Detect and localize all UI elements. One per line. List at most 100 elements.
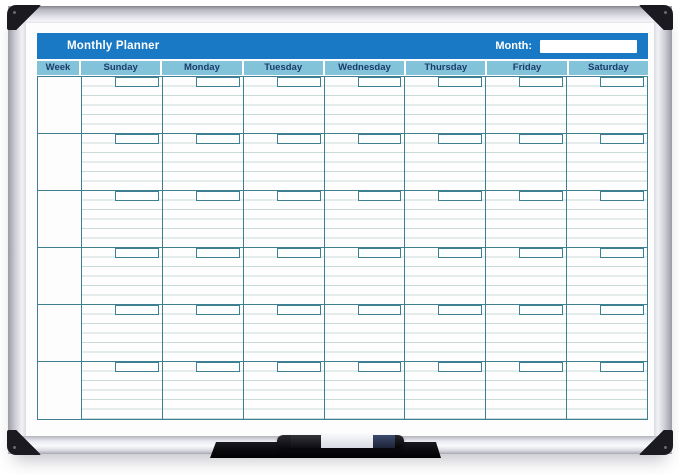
day-cell-monday [162,77,244,133]
screw-dot [13,446,16,449]
day-cell-saturday [567,191,648,247]
day-cell-friday [486,191,568,247]
date-box [114,77,159,87]
screw-dot [664,446,667,449]
date-box [195,362,240,372]
month-input-box [540,39,637,53]
month-label: Month: [495,40,532,52]
date-box [114,362,159,372]
day-cell-sunday [82,362,163,419]
day-cell-thursday [405,77,487,133]
day-header-cell-wednesday: Wednesday [324,61,407,75]
day-cell-thursday [405,248,487,304]
corner-cap-top-left [7,5,41,30]
day-cell-friday [486,305,568,361]
date-box [357,77,402,87]
day-cell-saturday [567,362,648,419]
frame-top-rail [8,6,672,23]
date-box [276,191,321,201]
day-cell-sunday [82,134,163,190]
date-box [114,191,159,201]
day-cell-thursday [405,305,487,361]
day-cell-wednesday [324,248,406,304]
marker-cap [373,435,395,448]
day-cell-tuesday [243,305,325,361]
day-cell-sunday [82,248,163,304]
day-cell-wednesday [324,305,406,361]
date-box [438,248,483,258]
date-box [114,134,159,144]
day-header-cell-tuesday: Tuesday [243,61,325,75]
marker-body [291,435,321,448]
day-cell-thursday [405,191,487,247]
day-cell-monday [162,134,244,190]
corner-cap-top-right [639,5,673,30]
date-box [519,134,564,144]
day-cell-wednesday [324,134,406,190]
date-box [276,305,321,315]
date-box [357,134,402,144]
day-cell-tuesday [243,248,325,304]
day-cell-thursday [405,134,487,190]
date-box [438,134,483,144]
date-box [438,77,483,87]
planner-title: Monthly Planner [67,40,160,52]
day-cell-tuesday [243,191,325,247]
week-number-cell [38,191,82,247]
day-cell-sunday [82,191,163,247]
frame-right-rail [654,6,672,454]
week-row [38,248,648,305]
day-cell-monday [162,248,244,304]
date-box [357,305,402,315]
date-box [600,248,645,258]
day-cell-saturday [567,134,648,190]
week-number-cell [38,362,82,419]
day-cell-friday [486,362,568,419]
frame-left-rail [8,6,26,454]
week-row [38,77,648,134]
day-cell-monday [162,191,244,247]
day-cell-saturday [567,77,648,133]
week-number-cell [38,134,82,190]
week-number-cell [38,305,82,361]
day-header-cell-saturday: Saturday [568,61,648,75]
date-box [438,362,483,372]
day-cell-friday [486,134,568,190]
day-cell-sunday [82,305,163,361]
calendar-print: Monthly Planner Month: Week Sunday Monday T… [37,33,648,420]
marker-end [395,435,404,448]
date-box [519,77,564,87]
whiteboard: Monthly Planner Month: Week Sunday Monday T… [7,5,673,455]
date-box [195,248,240,258]
week-number-cell [38,77,82,133]
screw-dot [13,11,16,14]
week-row [38,305,648,362]
day-cell-monday [162,362,244,419]
date-box [357,191,402,201]
day-cell-friday [486,77,568,133]
screw-dot [664,11,667,14]
day-cell-saturday [567,248,648,304]
corner-cap-bottom-left [7,430,41,455]
date-box [600,305,645,315]
date-box [600,191,645,201]
week-number-cell [38,248,82,304]
date-box [276,362,321,372]
day-cell-wednesday [324,362,406,419]
calendar-grid [37,76,648,420]
date-box [600,362,645,372]
date-box [195,134,240,144]
date-box [519,362,564,372]
date-box [600,134,645,144]
date-box [195,77,240,87]
day-header-cell-friday: Friday [487,61,569,75]
day-cell-wednesday [324,77,406,133]
week-row [38,191,648,248]
date-box [600,77,645,87]
date-box [357,248,402,258]
day-cell-monday [162,305,244,361]
marker-tip [277,435,291,448]
date-box [195,305,240,315]
day-cell-thursday [405,362,487,419]
day-header-cell-sunday: Sunday [81,61,163,75]
